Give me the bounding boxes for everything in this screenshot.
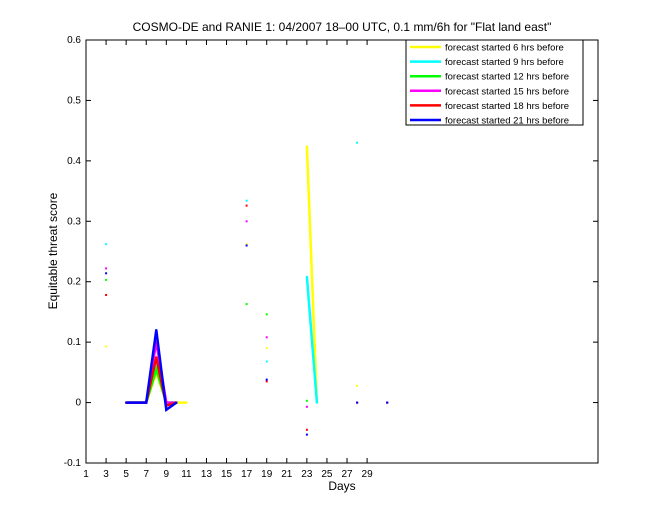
data-point: [155, 329, 158, 332]
y-axis: -0.1 0 0.1 0.2 0.3 0.4 0.5 0.6: [64, 35, 598, 469]
data-point: [305, 399, 308, 402]
data-point: [356, 384, 359, 387]
x-tick-label: 7: [143, 469, 149, 480]
data-point: [105, 345, 108, 348]
data-point: [265, 378, 268, 381]
x-tick-label: 19: [261, 469, 273, 480]
legend-label: forecast started 18 hrs before: [445, 101, 569, 112]
y-tick-label: 0.2: [67, 277, 81, 288]
y-tick-label: -0.1: [64, 458, 82, 469]
legend-label: forecast started 9 hrs before: [445, 57, 564, 68]
data-point: [315, 401, 318, 404]
legend-label: forecast started 12 hrs before: [445, 72, 569, 83]
data-point: [265, 360, 268, 363]
x-tick-label: 23: [301, 469, 313, 480]
data-point: [245, 243, 248, 246]
series-line: [305, 146, 319, 403]
data-point: [265, 313, 268, 316]
data-point: [155, 341, 158, 344]
x-tick-label: 25: [321, 469, 333, 480]
data-point: [356, 141, 359, 144]
series-6: [105, 244, 389, 436]
data-point: [105, 278, 108, 281]
legend: forecast started 6 hrs before forecast st…: [405, 39, 584, 127]
series-line: [305, 276, 319, 403]
data-point: [356, 401, 359, 404]
x-tick-label: 17: [241, 469, 253, 480]
data-point: [265, 380, 268, 383]
y-axis-label: Equitable threat score: [46, 192, 60, 309]
data-point: [125, 401, 128, 404]
y-tick-label: 0.3: [67, 216, 81, 227]
data-point: [305, 428, 308, 431]
legend-box: [405, 39, 584, 126]
y-tick-label: 0: [75, 398, 81, 409]
y-tick-label: 0.6: [67, 35, 81, 46]
data-point: [265, 336, 268, 339]
data-point: [105, 267, 108, 270]
legend-label: forecast started 15 hrs before: [445, 86, 569, 97]
data-point: [155, 356, 158, 359]
data-point: [245, 220, 248, 223]
data-point: [105, 294, 108, 296]
data-point: [245, 204, 248, 207]
data-point: [265, 347, 268, 350]
x-tick-label: 11: [181, 469, 192, 480]
data-point: [185, 401, 188, 404]
data-point: [305, 405, 308, 408]
data-point: [105, 243, 108, 246]
x-tick-label: 15: [221, 469, 233, 480]
series-line: [126, 329, 178, 413]
data-point: [386, 401, 389, 404]
data-point: [135, 401, 138, 404]
x-tick-label: 13: [201, 469, 213, 480]
x-tick-label: 27: [341, 469, 353, 480]
y-tick-label: 0.4: [67, 156, 81, 167]
x-tick-label: 5: [123, 469, 129, 480]
x-tick-label: 1: [83, 469, 89, 480]
y-tick-label: 0.1: [67, 337, 81, 348]
data-point: [305, 275, 308, 278]
data-point: [305, 433, 308, 436]
data-point: [245, 244, 248, 247]
legend-label: forecast started 6 hrs before: [445, 43, 564, 54]
x-tick-label: 29: [362, 469, 374, 480]
data-point: [175, 401, 178, 404]
data-point: [145, 401, 148, 404]
data-point: [305, 145, 308, 148]
data-point: [105, 272, 108, 275]
data-point: [245, 199, 248, 202]
x-axis: 1 3 5 7 9 11 13 15 17 19 21 23 25 27 29: [83, 40, 373, 480]
data-point: [155, 368, 158, 371]
x-tick-label: 3: [103, 469, 109, 480]
y-tick-label: 0.5: [67, 95, 81, 106]
x-tick-label: 9: [164, 469, 170, 480]
x-tick-label: 21: [281, 469, 293, 480]
x-axis-label: Days: [328, 479, 355, 493]
series-layer: [105, 141, 389, 436]
legend-label: forecast started 21 hrs before: [445, 116, 569, 127]
chart-title: COSMO-DE and RANIE 1: 04/2007 18–00 UTC,…: [133, 20, 552, 34]
data-point: [165, 408, 168, 411]
data-point: [245, 303, 248, 306]
